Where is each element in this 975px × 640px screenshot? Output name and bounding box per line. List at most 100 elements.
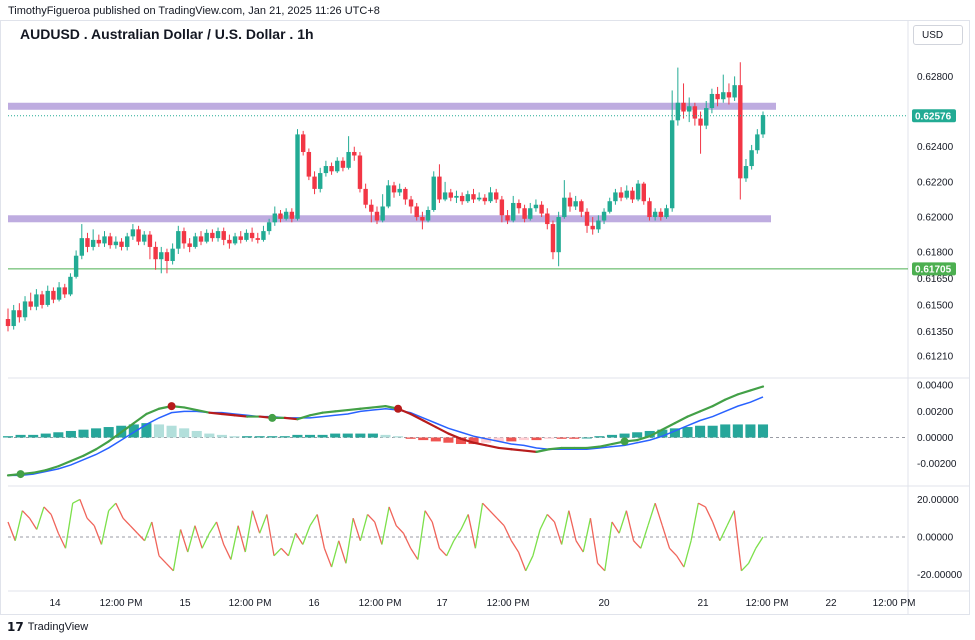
candle-body xyxy=(550,224,556,253)
candle-body xyxy=(635,183,641,200)
candle-body xyxy=(125,236,130,247)
oscillator-slow-line xyxy=(8,396,764,477)
oscillator-fast-line-segment xyxy=(547,446,563,451)
oscillator-fast-line-segment xyxy=(648,428,664,438)
candle-body xyxy=(505,215,510,221)
histogram-bar xyxy=(204,433,215,438)
oscillator-fast-line-segment xyxy=(636,435,651,442)
histogram-bar xyxy=(380,434,391,438)
oscillator-fast-line-segment xyxy=(44,465,60,472)
candle-body xyxy=(704,108,709,126)
candle-body xyxy=(562,197,567,218)
time-axis-label: 15 xyxy=(179,598,191,609)
momentum-line-segment xyxy=(381,506,390,545)
histogram-bar xyxy=(103,427,114,438)
histogram-bar xyxy=(141,423,152,438)
momentum-line-segment xyxy=(187,525,196,553)
candle-body xyxy=(335,160,340,172)
momentum-line-segment xyxy=(575,540,584,553)
candle-body xyxy=(664,208,669,218)
momentum-line-segment xyxy=(654,502,663,526)
oscillator-fast-line-segment xyxy=(535,448,551,453)
oscillator-fast-line-segment xyxy=(145,407,161,416)
momentum-line-segment xyxy=(647,502,656,526)
histogram-bar xyxy=(506,437,517,442)
candle-body xyxy=(130,229,136,237)
publisher-caption: TimothyFigueroa published on TradingView… xyxy=(8,5,380,17)
candle-body xyxy=(255,238,260,240)
momentum-line-segment xyxy=(287,533,297,556)
candle-body xyxy=(17,310,22,318)
price-tick-label: 0.61650 xyxy=(917,274,954,285)
oscillator-fast-line-segment xyxy=(296,414,312,421)
momentum-tick-label: 20.00000 xyxy=(917,495,959,506)
momentum-line-segment xyxy=(374,521,383,545)
candle-body xyxy=(164,252,170,261)
histogram-bar xyxy=(606,434,618,438)
oscillator-fast-line-segment xyxy=(195,408,211,414)
candle-body xyxy=(56,287,62,300)
oscillator-fast-line-segment xyxy=(346,407,362,412)
momentum-line-segment xyxy=(618,510,628,534)
oscillator-fast-line-segment xyxy=(661,422,677,431)
candle-body xyxy=(266,222,272,232)
momentum-line-segment xyxy=(266,514,275,556)
oscillator-fast-line-segment xyxy=(409,412,425,422)
histogram-bar xyxy=(569,437,580,439)
oscillator-fast-line-segment xyxy=(711,398,727,408)
price-tick-label: 0.61350 xyxy=(917,327,954,338)
oscillator-fast-line-segment xyxy=(598,442,614,448)
momentum-line-segment xyxy=(690,503,699,541)
histogram-bar xyxy=(355,433,366,438)
momentum-line-segment xyxy=(633,540,642,549)
momentum-line-segment xyxy=(338,540,347,564)
candle-body xyxy=(363,188,368,205)
time-axis-label: 12:00 PM xyxy=(229,598,272,609)
histogram-bar xyxy=(468,437,479,445)
candle-body xyxy=(511,202,516,221)
candle-body xyxy=(624,190,629,198)
candle-body xyxy=(601,211,607,221)
candle-body xyxy=(227,239,232,244)
price-tick-label: 0.61210 xyxy=(917,351,954,362)
candle-body xyxy=(471,194,476,200)
candle-body xyxy=(369,204,374,212)
tradingview-logo[interactable]: 17 TradingView xyxy=(7,620,88,634)
candle-body xyxy=(295,134,300,219)
momentum-line-segment xyxy=(93,525,103,545)
histogram-bar xyxy=(65,430,76,438)
histogram-bar xyxy=(695,425,706,438)
momentum-line-segment xyxy=(719,525,728,542)
candle-body xyxy=(499,199,505,216)
candle-body xyxy=(221,231,226,240)
histogram-bar xyxy=(594,436,605,438)
candle-body xyxy=(329,166,334,172)
candle-body xyxy=(5,319,11,327)
time-axis-label: 12:00 PM xyxy=(487,598,530,609)
tradingview-brand: TradingView xyxy=(27,621,89,633)
oscillator-tick-label: 0.00400 xyxy=(917,381,954,392)
momentum-line-segment xyxy=(172,529,182,571)
candle-body xyxy=(721,92,726,100)
support-price-tag xyxy=(912,262,956,276)
momentum-tick-label: 0.00000 xyxy=(917,533,954,544)
oscillator-fast-line-segment xyxy=(208,411,224,416)
histogram-bar xyxy=(720,424,731,438)
momentum-line-segment xyxy=(367,513,376,523)
candle-body xyxy=(414,206,419,218)
currency-button[interactable]: USD xyxy=(913,25,963,45)
candle-body xyxy=(39,294,45,305)
candle-body xyxy=(738,85,743,179)
histogram-bar xyxy=(430,437,441,442)
momentum-line-segment xyxy=(151,521,160,556)
momentum-line-segment xyxy=(532,529,541,556)
momentum-line-segment xyxy=(417,510,426,560)
time-axis-label: 12:00 PM xyxy=(100,598,143,609)
cross-marker xyxy=(394,404,403,413)
candle-body xyxy=(283,211,289,219)
momentum-line-segment xyxy=(144,521,153,541)
candle-body xyxy=(613,192,618,202)
candle-body xyxy=(261,231,266,240)
histogram-bar xyxy=(267,436,278,438)
